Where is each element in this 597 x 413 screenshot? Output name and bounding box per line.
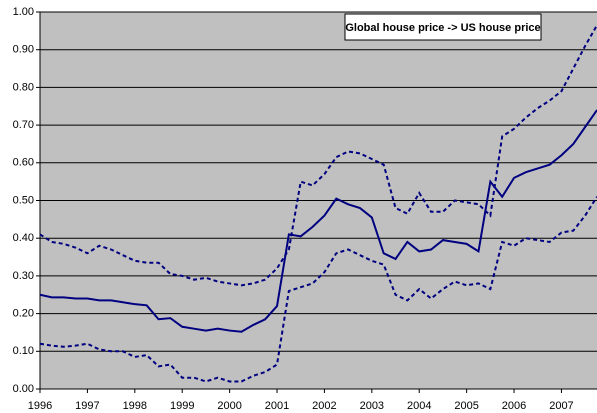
y-tick-label: 0.90: [13, 44, 34, 56]
x-tick-label: 2000: [217, 400, 241, 412]
x-tick-label: 1999: [170, 400, 194, 412]
y-tick-label: 0.40: [13, 232, 34, 244]
x-tick-label: 2005: [454, 400, 478, 412]
y-tick-label: 0.20: [13, 308, 34, 320]
y-tick-label: 0.50: [13, 194, 34, 206]
series-line: [39, 196, 597, 383]
y-tick-label: 0.00: [13, 383, 34, 395]
x-tick-label: 1997: [75, 400, 99, 412]
legend-box: [344, 13, 542, 41]
y-tick-label: 0.60: [13, 157, 34, 169]
x-tick-label: 2001: [265, 400, 289, 412]
x-tick-label: 2006: [502, 400, 526, 412]
x-tick-label: 1998: [123, 400, 147, 412]
x-tick-label: 2007: [549, 400, 573, 412]
y-tick-label: 1.00: [13, 6, 34, 18]
x-tick-label: 2004: [407, 400, 431, 412]
chart-title: Global house price -> US house price: [345, 22, 540, 34]
x-tick-label: 1996: [28, 400, 52, 412]
x-tick-label: 2002: [312, 400, 336, 412]
x-tick-label: 2003: [360, 400, 384, 412]
y-tick-label: 0.80: [13, 81, 34, 93]
y-tick-label: 0.10: [13, 345, 34, 357]
y-tick-label: 0.30: [13, 270, 34, 282]
y-tick-label: 0.70: [13, 119, 34, 131]
series-line: [39, 109, 597, 333]
